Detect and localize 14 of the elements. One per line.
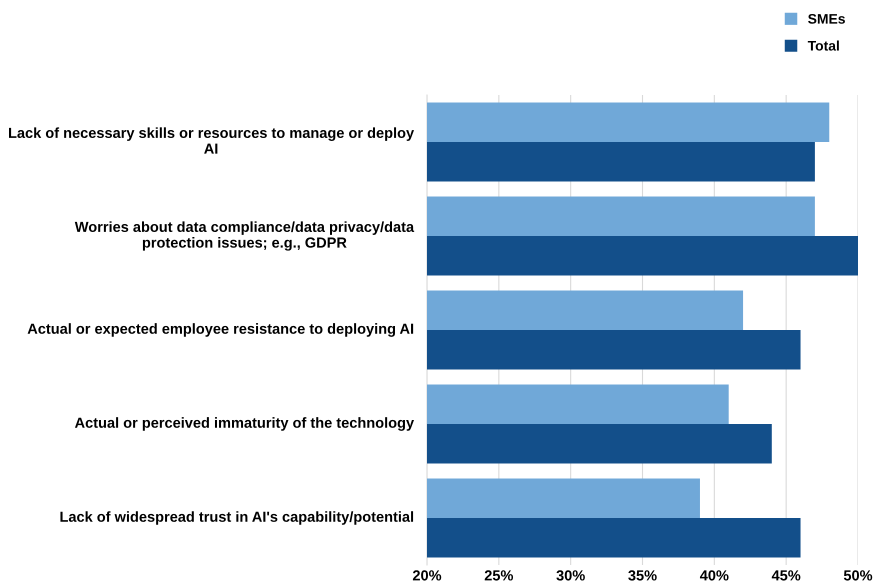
x-tick-label: 20%: [412, 570, 442, 581]
y-tick-label: Actual or expected employee resistance to deploying AI: [28, 323, 414, 337]
y-tick-label: Worries about data compliance/data privacy/data protection issues; e.g., GDPR: [74, 221, 414, 251]
x-tick-label: 30%: [556, 570, 585, 581]
y-tick-label: Lack of necessary skills or resources to manage or deploy AI: [9, 127, 414, 154]
x-tick-label: 50%: [844, 570, 872, 581]
x-tick-label: 35%: [628, 570, 657, 581]
x-tick-label: 25%: [484, 570, 514, 581]
y-tick-label: Actual or perceived immaturity of the technology: [74, 417, 414, 431]
y-tick-label: Lack of widespread trust in AI's capability/potential: [60, 511, 414, 525]
legend-label: Total: [808, 40, 839, 51]
x-tick-label: 40%: [700, 570, 729, 581]
legend-label: SMEs: [808, 14, 845, 24]
x-tick-label: 45%: [772, 570, 800, 581]
